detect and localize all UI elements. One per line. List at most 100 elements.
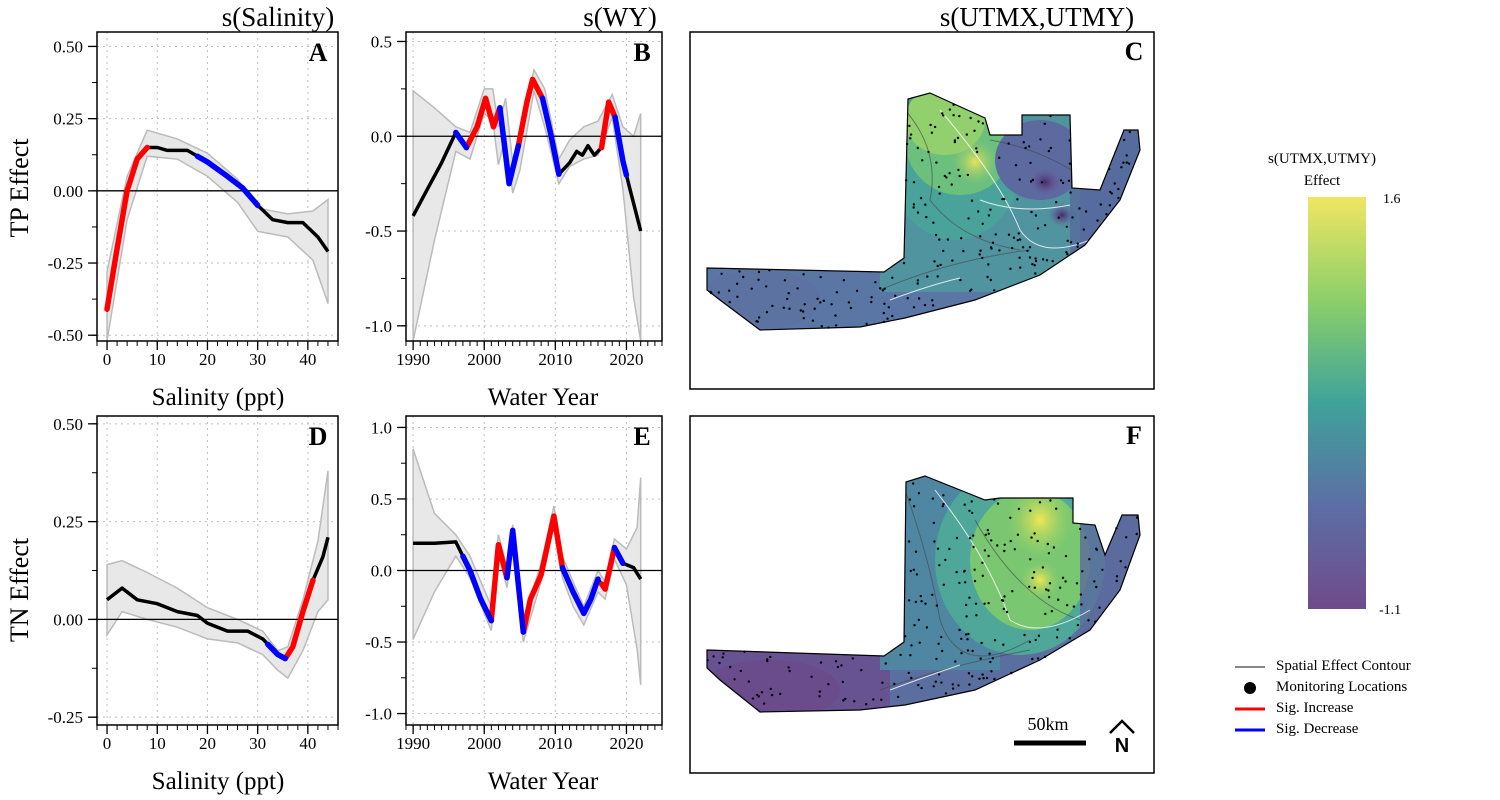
monitoring-location-dot bbox=[1010, 671, 1013, 675]
monitoring-location-dot bbox=[1007, 233, 1011, 236]
monitoring-location-dot bbox=[989, 208, 992, 211]
monitoring-location-dot bbox=[1109, 190, 1112, 194]
monitoring-location-dot bbox=[819, 301, 822, 304]
monitoring-location-dot bbox=[946, 238, 950, 241]
monitoring-location-dot bbox=[981, 222, 984, 225]
monitoring-location-dot bbox=[989, 246, 993, 249]
monitoring-location-dot bbox=[1031, 178, 1035, 182]
monitoring-location-dot bbox=[907, 540, 911, 543]
monitoring-location-dot bbox=[965, 133, 968, 136]
panel-b-sig-decrease-0 bbox=[453, 129, 470, 151]
monitoring-location-dot bbox=[1030, 210, 1033, 214]
monitoring-location-dot bbox=[1115, 527, 1118, 530]
monitoring-location-dot bbox=[1135, 532, 1138, 536]
monitoring-location-dot bbox=[915, 573, 919, 576]
legend-item-contour: Spatial Effect Contour bbox=[1230, 656, 1490, 677]
monitoring-location-dot bbox=[1051, 260, 1054, 263]
monitoring-location-dot bbox=[769, 687, 772, 691]
monitoring-location-dot bbox=[1055, 507, 1058, 510]
monitoring-location-dot bbox=[1033, 586, 1037, 589]
monitoring-location-dot bbox=[1046, 542, 1050, 546]
monitoring-location-dot bbox=[743, 650, 746, 653]
monitoring-location-dot bbox=[940, 635, 943, 639]
monitoring-location-dot bbox=[1011, 246, 1014, 250]
monitoring-location-dot bbox=[910, 644, 913, 647]
panel-b-x-tick-label: 1990 bbox=[396, 350, 430, 369]
monitoring-location-dot bbox=[811, 319, 815, 322]
monitoring-location-dot bbox=[1069, 241, 1073, 244]
monitoring-location-dot bbox=[1095, 585, 1098, 589]
panel-a-sig-increase-0 bbox=[104, 144, 150, 312]
monitoring-location-dot bbox=[998, 156, 1001, 159]
monitoring-location-dot bbox=[919, 594, 922, 598]
monitoring-location-dot bbox=[909, 133, 913, 136]
panel-a-y-tick-label: 0.25 bbox=[53, 110, 83, 129]
monitoring-location-dot bbox=[1095, 547, 1098, 550]
monitoring-location-dot bbox=[931, 304, 935, 307]
monitoring-location-dot bbox=[955, 570, 958, 574]
monitoring-location-dot bbox=[969, 116, 972, 120]
monitoring-location-dot bbox=[788, 669, 791, 673]
monitoring-location-dot bbox=[1033, 532, 1036, 535]
monitoring-location-dot bbox=[924, 602, 927, 605]
monitoring-location-dot bbox=[735, 282, 739, 285]
monitoring-location-dot bbox=[779, 692, 782, 696]
monitoring-location-dot bbox=[1061, 576, 1065, 579]
monitoring-location-dot bbox=[1128, 130, 1132, 134]
monitoring-location-dot bbox=[916, 146, 919, 150]
monitoring-location-dot bbox=[1029, 180, 1033, 183]
monitoring-location-dot bbox=[1065, 604, 1069, 607]
monitoring-location-dot bbox=[979, 249, 982, 252]
monitoring-location-dot bbox=[747, 680, 750, 683]
monitoring-location-dot bbox=[987, 601, 990, 605]
monitoring-location-dot bbox=[996, 544, 999, 547]
monitoring-location-dot bbox=[757, 270, 761, 274]
monitoring-location-dot bbox=[981, 256, 984, 260]
monitoring-location-dot bbox=[914, 600, 918, 604]
monitoring-location-dot bbox=[712, 655, 715, 658]
panel-a-y-tick-label: -0.25 bbox=[48, 254, 83, 273]
scale-bar-label: 50km bbox=[1027, 714, 1068, 734]
monitoring-location-dot bbox=[1043, 655, 1047, 658]
monitoring-location-dot bbox=[938, 238, 941, 241]
north-arrow-icon: N bbox=[1109, 719, 1135, 757]
monitoring-location-dot bbox=[834, 324, 838, 327]
monitoring-location-dot bbox=[991, 657, 994, 660]
monitoring-location-dot bbox=[757, 278, 760, 281]
monitoring-location-dot bbox=[1076, 242, 1080, 245]
monitoring-location-dot bbox=[736, 295, 739, 298]
monitoring-location-dot bbox=[1044, 612, 1047, 616]
monitoring-location-dot bbox=[803, 303, 806, 306]
monitoring-location-dot bbox=[951, 687, 955, 690]
monitoring-location-dot bbox=[874, 281, 877, 284]
monitoring-location-dot bbox=[802, 317, 805, 320]
map-c-monitoring-locations bbox=[709, 103, 1132, 329]
monitoring-location-dot bbox=[1041, 566, 1045, 569]
monitoring-location-dot bbox=[1013, 548, 1016, 551]
monitoring-location-dot bbox=[880, 698, 883, 701]
monitoring-location-dot bbox=[986, 275, 989, 279]
monitoring-location-dot bbox=[1098, 606, 1101, 609]
monitoring-location-dot bbox=[974, 602, 978, 605]
monitoring-location-dot bbox=[937, 185, 941, 189]
panel-b-sig-decrease-1 bbox=[497, 105, 522, 187]
panel-d-y-tick-label: 0.00 bbox=[53, 610, 83, 629]
panel-e-sig-decrease-0 bbox=[460, 553, 495, 624]
monitoring-location-dot bbox=[925, 626, 929, 629]
monitoring-location-dot bbox=[912, 306, 916, 309]
monitoring-location-dot bbox=[934, 680, 937, 683]
monitoring-location-dot bbox=[932, 521, 935, 525]
monitoring-location-dot bbox=[1019, 266, 1022, 269]
monitoring-location-dot bbox=[1036, 227, 1040, 230]
monitoring-location-dot bbox=[934, 233, 938, 237]
monitoring-location-dot bbox=[917, 492, 921, 495]
monitoring-location-dot bbox=[933, 125, 937, 129]
monitoring-location-dot bbox=[893, 682, 896, 686]
monitoring-location-dot bbox=[1117, 187, 1120, 191]
monitoring-location-dot bbox=[1034, 214, 1038, 217]
monitoring-location-dot bbox=[1127, 162, 1131, 165]
monitoring-location-dot bbox=[905, 142, 909, 146]
monitoring-location-dot bbox=[1047, 589, 1050, 592]
monitoring-location-dot bbox=[1028, 246, 1032, 249]
colorbar-title: s(UTMX,UTMY) bbox=[1268, 151, 1376, 167]
